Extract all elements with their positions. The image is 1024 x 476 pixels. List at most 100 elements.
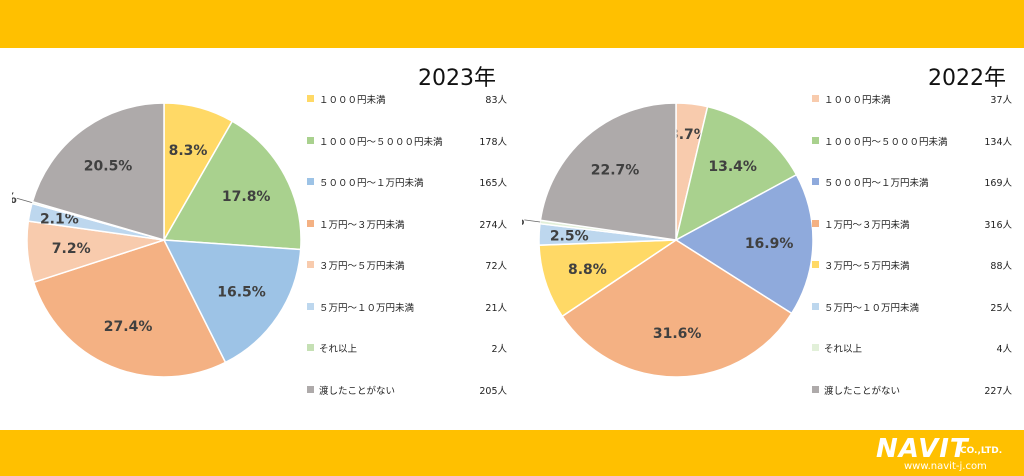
legend-swatch [812, 95, 819, 102]
legend-label: １０００円未満 [824, 95, 891, 106]
slice-percent-label: 16.9% [745, 236, 794, 252]
slice-percent-label: 16.5% [217, 285, 266, 301]
slice-percent-label: 8.8% [568, 262, 607, 278]
legend-item: それ以上 2人 [307, 341, 507, 357]
legend-label: １０００円〜５０００円未満 [319, 136, 443, 148]
legend-count: 205人 [479, 385, 507, 397]
legend-swatch [812, 302, 819, 310]
legend-label: それ以上 [824, 344, 863, 355]
legend-label: ５０００円〜１万円未満 [319, 178, 424, 189]
legend-count: 4人 [996, 344, 1012, 355]
leader-line [524, 219, 541, 223]
slice-percent-label: 0.2% [12, 191, 17, 207]
legend-swatch [307, 344, 314, 351]
slice-percent-label: 17.8% [222, 189, 271, 205]
pie-slice [32, 239, 227, 378]
legend-item: ５０００円〜１万円未満 169人 [812, 175, 1012, 191]
logo-wordmark: NAVIT [876, 434, 969, 464]
legend-item: ５万円〜１０万円未満 21人 [307, 300, 507, 316]
top-band [0, 0, 1024, 48]
navit-logo: NAVIT CO.,LTD. www.navit-j.com [868, 434, 1018, 474]
legend-count: 316人 [984, 219, 1012, 231]
legend-label: ５０００円〜１万円未満 [824, 178, 929, 189]
legend-label: 渡したことがない [824, 385, 901, 397]
pie-slice [674, 173, 814, 315]
legend-count: 83人 [485, 95, 507, 106]
chart-panel-2022: 2022年 3.7%13.4% 16.9% 31.6% 8.8% 2.5% 0.4% 22.… [522, 52, 1022, 424]
legend-label: ５万円〜１０万円未満 [824, 302, 920, 314]
legend-count: 37人 [990, 95, 1012, 106]
slice-percent-label: 13.4% [708, 159, 757, 175]
legend-count: 227人 [984, 385, 1012, 397]
slice-percent-label: 2.1% [40, 211, 79, 227]
legend-swatch [307, 219, 314, 227]
legend-count: 165人 [479, 178, 507, 189]
legend-swatch [307, 178, 314, 185]
legend-item: それ以上 4人 [812, 341, 1012, 357]
legend-swatch [307, 385, 314, 393]
legend-item: １万円〜３万円未満 316人 [812, 217, 1012, 233]
slice-percent-label: 27.4% [104, 319, 153, 335]
legend-item: １万円〜３万円未満 274人 [307, 217, 507, 233]
bottom-band [0, 430, 1024, 476]
logo-suffix: CO.,LTD. [960, 446, 1003, 456]
legend-label: ３万円〜５万円未満 [319, 261, 405, 272]
leader-line [16, 197, 33, 203]
legend-item: ５０００円〜１万円未満 165人 [307, 175, 507, 191]
legend-swatch [812, 344, 819, 351]
chart-title: 2023年 [418, 66, 496, 91]
pie-slice [31, 102, 165, 241]
legend-swatch [812, 219, 819, 227]
legend-count: 72人 [485, 261, 507, 272]
legend-swatch [307, 261, 314, 268]
legend-label: １万円〜３万円未満 [319, 219, 405, 231]
legend-swatch [812, 261, 819, 268]
pie-slice [539, 102, 677, 241]
legend-item: 渡したことがない 227人 [812, 383, 1012, 399]
legend-count: 2人 [491, 344, 507, 355]
legend-count: 21人 [485, 302, 507, 314]
slice-percent-label: 22.7% [591, 163, 640, 179]
legend-count: 134人 [984, 136, 1012, 148]
slice-percent-label: 8.3% [169, 143, 208, 159]
legend-count: 169人 [984, 178, 1012, 189]
legend-label: １０００円〜５０００円未満 [824, 136, 948, 148]
legend-label: ５万円〜１０万円未満 [319, 302, 415, 314]
slice-percent-label: 31.6% [653, 326, 702, 342]
legend-label: 渡したことがない [319, 385, 396, 397]
legend-label: １万円〜３万円未満 [824, 219, 910, 231]
legend-count: 274人 [479, 219, 507, 231]
legend-swatch [812, 178, 819, 185]
slice-percent-label: 0.4% [522, 213, 524, 229]
legend-item: １０００円未満 83人 [307, 92, 507, 108]
legend-swatch [812, 136, 819, 144]
legend-item: １０００円〜５０００円未満 178人 [307, 134, 507, 150]
pie-chart-2022: 3.7%13.4% 16.9% 31.6% 8.8% 2.5% 0.4% 22.7% [522, 102, 814, 378]
chart-panel-2023: 2023年 8.3% 17.8% 16.5% 27.4% 7.2% 2.1% 0.2% 20.… [12, 52, 512, 424]
chart-title: 2022年 [928, 66, 1006, 91]
legend-swatch [307, 136, 314, 144]
legend-item: １０００円〜５０００円未満 134人 [812, 134, 1012, 150]
slice-percent-label: 7.2% [52, 241, 91, 257]
legend-count: 88人 [990, 261, 1012, 272]
pie-slice [561, 239, 793, 378]
slice-percent-label: 2.5% [550, 229, 589, 245]
legend-item: ３万円〜５万円未満 88人 [812, 258, 1012, 274]
pie-slice [674, 105, 798, 242]
legend-swatch [812, 385, 819, 393]
pie-chart-2023: 8.3% 17.8% 16.5% 27.4% 7.2% 2.1% 0.2% 20.5% [12, 102, 302, 378]
slice-percent-label: 3.7% [669, 127, 708, 143]
pie-slice [162, 120, 302, 251]
pie-slice [162, 239, 302, 364]
legend-item: １０００円未満 37人 [812, 92, 1012, 108]
logo-url: www.navit-j.com [904, 461, 987, 472]
legend-label: １０００円未満 [319, 95, 386, 106]
legend-label: それ以上 [319, 344, 358, 355]
legend-item: ３万円〜５万円未満 72人 [307, 258, 507, 274]
legend-count: 25人 [990, 302, 1012, 314]
legend-item: 渡したことがない 205人 [307, 383, 507, 399]
legend-swatch [307, 95, 314, 102]
legend-swatch [307, 302, 314, 310]
legend-count: 178人 [479, 136, 507, 148]
legend-item: ５万円〜１０万円未満 25人 [812, 300, 1012, 316]
